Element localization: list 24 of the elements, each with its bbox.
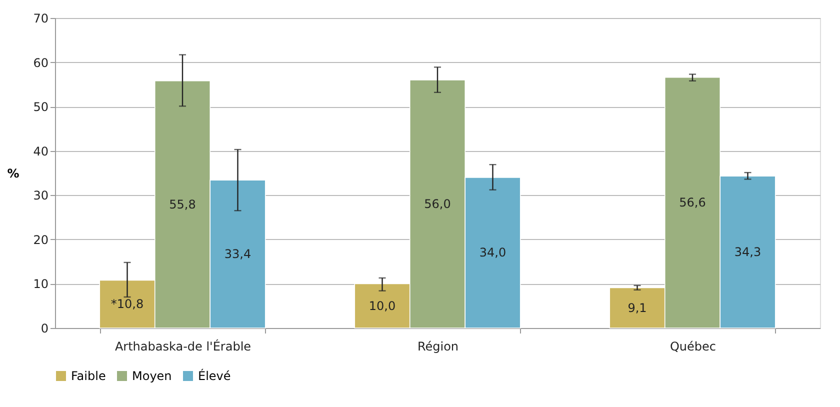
y-tick-label: 30 bbox=[33, 188, 48, 203]
x-tick-label: Région bbox=[417, 340, 459, 354]
y-tick-label: 70 bbox=[33, 12, 48, 26]
data-label: *10,8 bbox=[110, 297, 144, 312]
y-tick-label: 0 bbox=[40, 322, 48, 336]
data-label: 34,0 bbox=[479, 246, 506, 260]
x-tick-label: Québec bbox=[670, 340, 716, 354]
legend-label: Élevé bbox=[198, 368, 231, 383]
data-label: 56,6 bbox=[679, 196, 706, 210]
y-tick-label: 40 bbox=[33, 144, 48, 158]
data-label: 34,3 bbox=[734, 245, 762, 260]
legend-label: Faible bbox=[71, 369, 106, 383]
x-tick-label: Arthabaska-de l'Érable bbox=[114, 338, 252, 354]
legend-label: Moyen bbox=[132, 369, 172, 383]
y-axis-title: % bbox=[7, 166, 20, 180]
data-label: 9,1 bbox=[628, 300, 647, 315]
y-tick-label: 50 bbox=[33, 100, 48, 114]
data-label: 55,8 bbox=[169, 197, 196, 212]
data-label: 56,0 bbox=[424, 197, 451, 211]
y-tick-label: 10 bbox=[33, 277, 48, 292]
y-tick-label: 60 bbox=[33, 56, 48, 70]
y-tick-label: 20 bbox=[33, 232, 48, 247]
data-label: 33,4 bbox=[224, 247, 252, 262]
data-label: 10,0 bbox=[368, 298, 396, 313]
